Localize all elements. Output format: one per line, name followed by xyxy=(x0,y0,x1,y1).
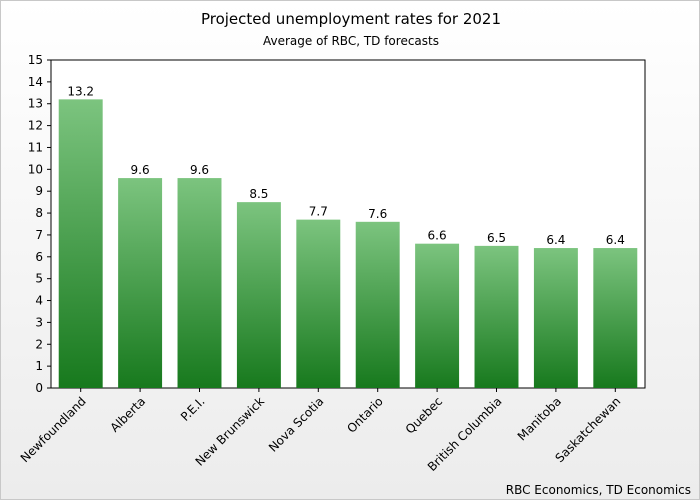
chart-subtitle: Average of RBC, TD forecasts xyxy=(263,34,439,48)
y-tick-label: 15 xyxy=(28,53,43,67)
x-axis: Newfoundland Alberta P.E.I.New BrunswickNo… xyxy=(18,388,623,474)
y-tick-label: 11 xyxy=(28,140,43,154)
x-tick-label: Quebec xyxy=(403,394,445,436)
bar xyxy=(593,248,638,388)
data-label: 9.6 xyxy=(131,163,150,177)
x-tick-label: Manitoba xyxy=(515,394,564,443)
y-tick-label: 5 xyxy=(35,272,43,286)
y-tick-label: 7 xyxy=(35,228,43,242)
y-tick-label: 6 xyxy=(35,250,43,264)
bars: 13.2 9.6 9.6 8.5 7.7 7.6 6.6 6.5 6.4 6.4 xyxy=(58,84,638,389)
chart-title: Projected unemployment rates for 2021 xyxy=(201,10,501,28)
bar xyxy=(118,178,163,388)
x-tick-label: Newfoundland xyxy=(18,394,89,465)
y-tick-label: 12 xyxy=(28,119,43,133)
x-tick-label: Nova Scotia xyxy=(266,394,326,454)
bar xyxy=(415,243,460,388)
data-label: 6.6 xyxy=(428,229,447,243)
y-tick-label: 13 xyxy=(28,97,43,111)
data-label: 6.4 xyxy=(606,233,625,247)
data-label: 6.4 xyxy=(546,233,565,247)
y-tick-label: 3 xyxy=(35,315,43,329)
data-label: 8.5 xyxy=(249,187,268,201)
x-tick-label: Alberta xyxy=(108,394,149,435)
bar xyxy=(474,245,519,388)
y-tick-label: 1 xyxy=(35,359,43,373)
y-tick-label: 10 xyxy=(28,162,43,176)
data-label: 7.7 xyxy=(309,205,328,219)
data-label: 13.2 xyxy=(67,84,94,98)
bar xyxy=(177,178,222,388)
bar xyxy=(236,202,281,388)
bar xyxy=(58,99,103,389)
bar xyxy=(533,248,578,388)
data-label: 9.6 xyxy=(190,163,209,177)
y-tick-label: 9 xyxy=(35,184,43,198)
y-tick-label: 0 xyxy=(35,381,43,395)
x-tick-label: P.E.I. xyxy=(178,394,208,424)
bar xyxy=(296,219,341,388)
data-label: 6.5 xyxy=(487,231,506,245)
y-tick-label: 14 xyxy=(28,75,43,89)
data-label: 7.6 xyxy=(368,207,387,221)
source-note: RBC Economics, TD Economics xyxy=(506,483,691,497)
y-tick-label: 8 xyxy=(35,206,43,220)
x-tick-label: Ontario xyxy=(344,394,386,436)
y-tick-label: 2 xyxy=(35,337,43,351)
bar xyxy=(355,221,400,388)
y-tick-label: 4 xyxy=(35,294,43,308)
